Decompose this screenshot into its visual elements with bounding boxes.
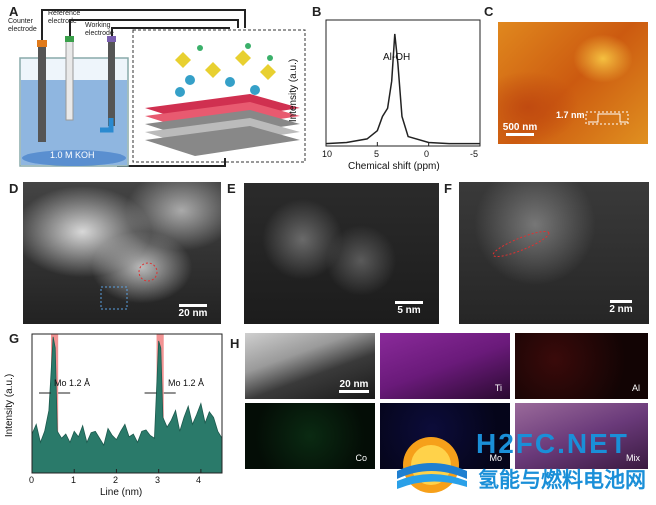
- nmr-plot-frame: [325, 19, 481, 147]
- panel-label-b: B: [312, 4, 322, 19]
- watermark-domain: H2FC.NET: [476, 428, 629, 459]
- stem-f-scale-label: 2 nm: [609, 304, 633, 315]
- stem-image-d: 20 nm: [23, 182, 221, 324]
- electrochemical-cell-schematic: [19, 9, 306, 167]
- afm-scale-line: [506, 133, 534, 136]
- electrolyte-label: 1.0 M KOH: [50, 150, 95, 160]
- afm-height-label: 1.7 nm: [556, 110, 585, 120]
- nmr-spectrum-line: [325, 33, 480, 145]
- eds-ti-label: Ti: [494, 383, 502, 393]
- panel-label-f: F: [444, 181, 452, 196]
- panel-label-e: E: [227, 181, 236, 196]
- afm-scale-bar: 500 nm: [502, 122, 538, 137]
- nmr-peak-annotation: Al-OH: [383, 52, 411, 63]
- stem-e-scale-label: 5 nm: [397, 305, 421, 316]
- profile-x-tick-3: 2: [113, 475, 119, 485]
- nmr-spectrum-chart: [325, 19, 481, 147]
- stem-e-scale-line: [395, 301, 423, 304]
- panel-label-c: C: [484, 4, 494, 19]
- eds-scale-label: 20 nm: [339, 379, 369, 390]
- nmr-x-tick-2: 5: [374, 149, 380, 159]
- profile-annotation-2: Mo 1.2 Å: [168, 378, 205, 388]
- eds-haadf-image: 20 nm: [245, 333, 375, 399]
- profile-x-tick-5: 4: [196, 475, 202, 485]
- panel-label-g: G: [9, 331, 20, 346]
- counter-electrode-label: Counter electrode: [8, 18, 37, 33]
- profile-area: [31, 336, 223, 474]
- eds-al-label: Al: [631, 383, 640, 393]
- line-profile-chart: [31, 333, 223, 474]
- stem-f-scale-bar: 2 nm: [601, 300, 641, 315]
- profile-y-axis-label: Intensity (a.u.): [4, 373, 16, 438]
- stem-d-scale-bar: 20 nm: [173, 304, 213, 319]
- nmr-x-axis-label: Chemical shift (ppm): [348, 161, 440, 172]
- profile-x-tick-2: 1: [71, 475, 77, 485]
- profile-annotation-1: Mo 1.2 Å: [54, 378, 91, 388]
- profile-x-tick-4: 3: [155, 475, 161, 485]
- stem-f-scale-line: [610, 300, 632, 303]
- stem-e-scale-bar: 5 nm: [389, 301, 429, 316]
- eds-map-mix: Mix: [515, 403, 648, 469]
- eds-scale-line: [339, 390, 369, 393]
- afm-scale-label: 500 nm: [502, 122, 538, 133]
- nmr-x-tick-4: -5: [470, 149, 479, 159]
- eds-co-label: Co: [355, 453, 367, 463]
- reference-electrode-label: Reference electrode: [48, 10, 81, 25]
- nmr-y-axis-label: Intensity (a.u.): [288, 58, 300, 123]
- nmr-x-tick-1: 10: [322, 149, 333, 159]
- stem-d-scale-line: [179, 304, 207, 307]
- profile-x-axis-label: Line (nm): [100, 487, 143, 498]
- eds-map-ti: Ti: [380, 333, 510, 399]
- eds-mix-label: Mix: [626, 453, 640, 463]
- panel-label-d: D: [9, 181, 19, 196]
- watermark-logo-icon: [397, 437, 467, 493]
- eds-scale-bar: 20 nm: [335, 379, 373, 394]
- panel-label-h: H: [230, 336, 240, 351]
- eds-map-co: Co: [245, 403, 375, 469]
- stem-d-scale-label: 20 nm: [178, 308, 208, 319]
- eds-map-al: Al: [515, 333, 648, 399]
- watermark-site-name: 氢能与燃料电池网: [478, 469, 646, 492]
- nmr-x-tick-3: 0: [424, 149, 430, 159]
- stem-image-f: 2 nm: [459, 182, 649, 324]
- working-electrode-label: Working electrode: [85, 22, 114, 37]
- eds-mo-label: Mo: [489, 453, 502, 463]
- panel-label-a: A: [9, 4, 19, 19]
- stem-image-e: 5 nm: [244, 183, 439, 324]
- profile-x-tick-1: 0: [29, 475, 35, 485]
- profile-plot-frame: [31, 333, 223, 474]
- afm-image: 1.7 nm 500 nm: [498, 22, 648, 144]
